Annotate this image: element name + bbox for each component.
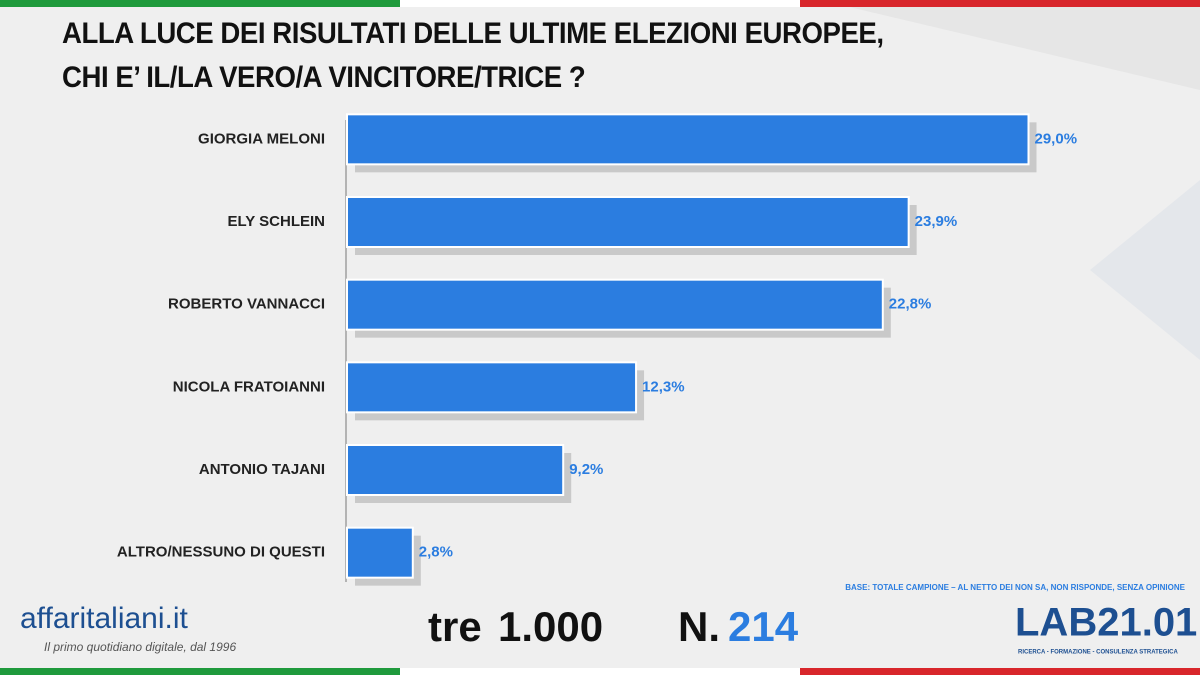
series-count: 1.000 — [498, 603, 603, 650]
flag-green — [0, 668, 400, 675]
decoration — [820, 0, 1200, 90]
flag-red — [800, 0, 1200, 7]
number-prefix: N. — [678, 603, 720, 650]
category-label: ELY SCHLEIN — [227, 213, 325, 230]
category-label: ANTONIO TAJANI — [199, 461, 325, 478]
tagline: Il primo quotidiano digitale, dal 1996 — [44, 640, 236, 654]
flag-white — [400, 668, 800, 675]
decoration — [1090, 180, 1200, 360]
series-prefix: tre — [428, 603, 482, 650]
value-label: 2,8% — [419, 544, 453, 561]
bar — [346, 278, 884, 331]
brand: affaritaliani.it — [20, 602, 189, 635]
value-label: 22,8% — [889, 296, 932, 313]
note: BASE: TOTALE CAMPIONE – AL NETTO DEI NON… — [845, 583, 1185, 592]
value-label: 29,0% — [1035, 130, 1078, 147]
lab: LAB21.01 — [1015, 601, 1197, 645]
bar — [346, 113, 1030, 166]
lab-tagline: RICERCA - FORMAZIONE - CONSULENZA STRATE… — [1018, 650, 1178, 656]
category-label: ALTRO/NESSUNO DI QUESTI — [117, 544, 325, 561]
category-label: ROBERTO VANNACCI — [168, 296, 325, 313]
flag-green — [0, 0, 400, 7]
number: 214 — [728, 603, 799, 650]
bar — [346, 196, 910, 248]
category-label: GIORGIA MELONI — [198, 130, 325, 147]
chart-title: ALLA LUCE DEI RISULTATI DELLE ULTIME ELE… — [62, 17, 884, 94]
value-label: 9,2% — [569, 461, 603, 478]
value-label: 12,3% — [642, 378, 685, 395]
bar — [346, 444, 565, 496]
category-label: NICOLA FRATOIANNI — [173, 378, 325, 395]
flag-red — [800, 668, 1200, 675]
flag-white — [400, 0, 800, 7]
bar — [346, 361, 638, 414]
bar — [346, 526, 414, 579]
value-label: 23,9% — [915, 213, 958, 230]
